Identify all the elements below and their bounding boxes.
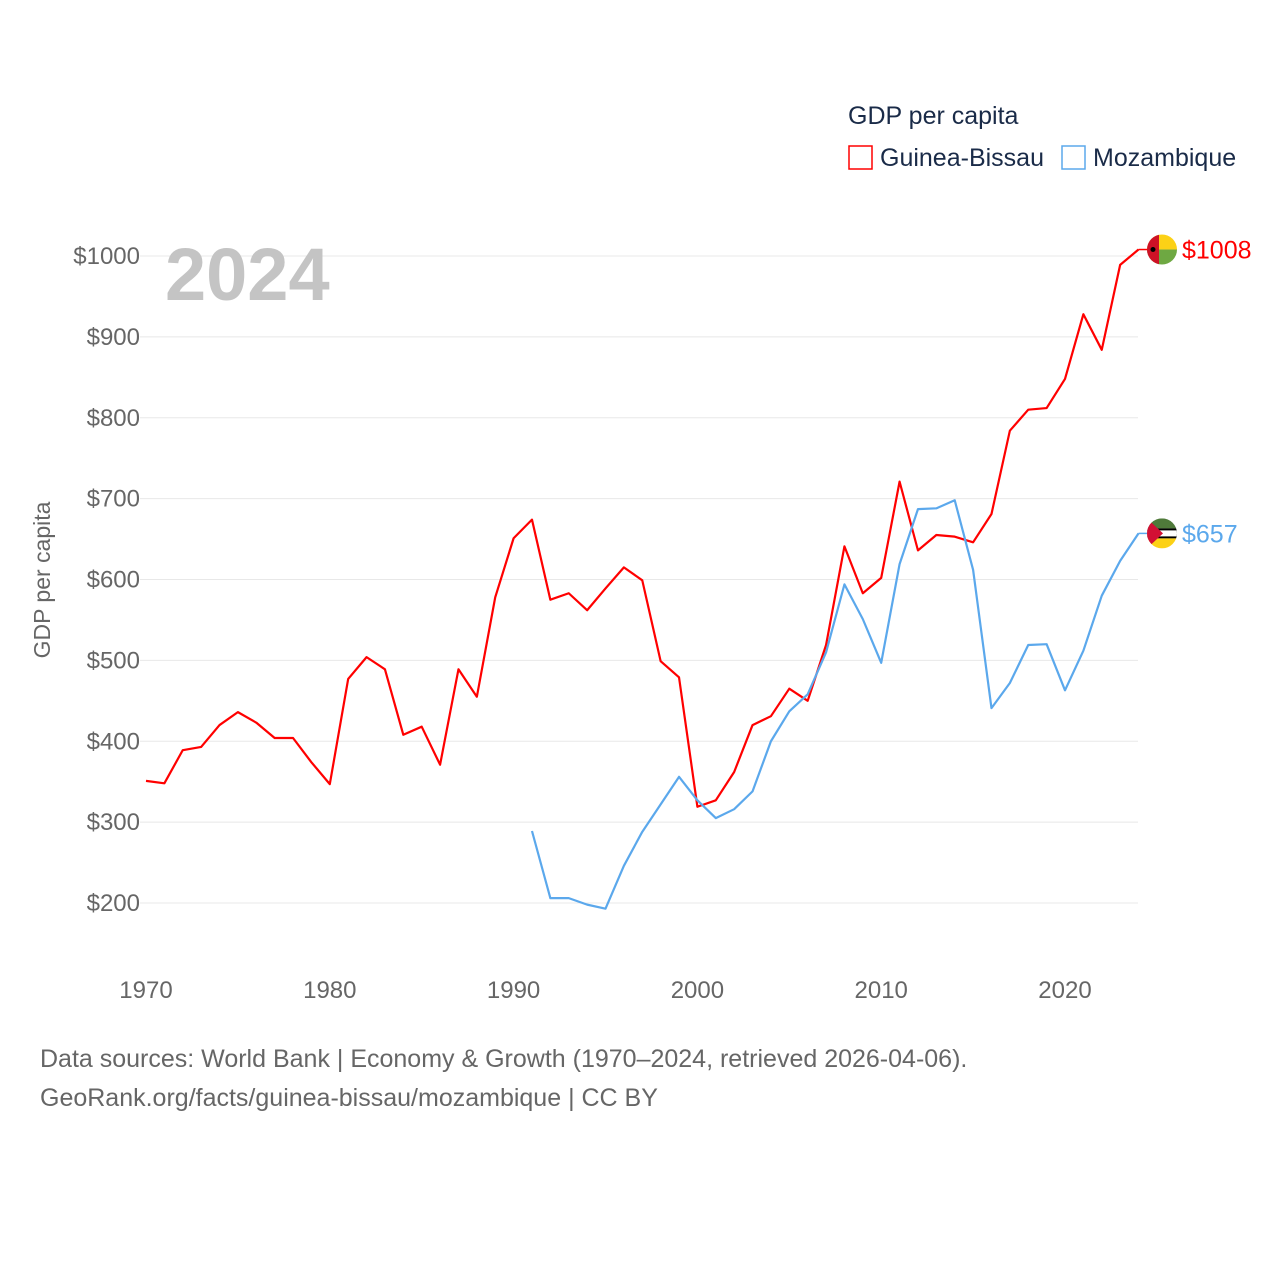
series-line-guinea-bissau	[145, 248, 1140, 808]
legend-label: Mozambique	[1093, 144, 1236, 172]
y-tick-label: $300	[87, 809, 140, 836]
legend-swatch	[1061, 145, 1086, 170]
flag-triangle	[1147, 518, 1163, 549]
flag	[1147, 234, 1177, 265]
flag	[1147, 518, 1177, 549]
y-tick-label: $500	[87, 647, 140, 674]
end-value-label: $1008	[1182, 237, 1252, 265]
footer-sources: Data sources: World Bank | Economy & Gro…	[40, 1045, 968, 1073]
y-tick-label: $200	[87, 890, 140, 917]
year-watermark: 2024	[165, 233, 330, 316]
mozambique-flag-icon	[1147, 518, 1177, 549]
x-tick-label: 2000	[671, 977, 724, 1004]
y-tick-label: $700	[87, 486, 140, 513]
x-tick-label: 1980	[303, 977, 356, 1004]
y-tick-label: $600	[87, 567, 140, 594]
x-tick-label: 2010	[855, 977, 908, 1004]
x-tick-label: 2020	[1038, 977, 1091, 1004]
series-line-mozambique	[530, 499, 1140, 910]
x-tick-label: 1970	[119, 977, 172, 1004]
end-value-label: $657	[1182, 520, 1238, 548]
x-tick-label: 1990	[487, 977, 540, 1004]
guinea-bissau-flag-icon	[1147, 234, 1177, 265]
legend-swatch	[848, 145, 873, 170]
footer-link[interactable]: GeoRank.org/facts/guinea-bissau/mozambiq…	[40, 1084, 658, 1112]
legend-title: GDP per capita	[848, 102, 1019, 130]
y-tick-label: $900	[87, 324, 140, 351]
y-tick-label: $1000	[73, 243, 140, 270]
y-tick-label: $800	[87, 405, 140, 432]
y-tick-label: $400	[87, 728, 140, 755]
legend-label: Guinea-Bissau	[880, 144, 1044, 172]
y-axis-label: GDP per capita	[29, 501, 55, 658]
flag-star	[1150, 247, 1156, 253]
flag-stripe	[1147, 538, 1177, 549]
flag-stripe	[1147, 518, 1177, 529]
